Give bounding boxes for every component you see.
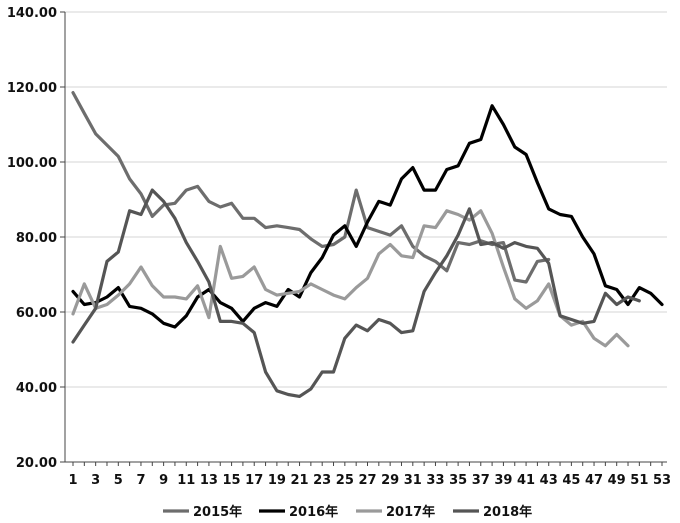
x-tick-label: 39 [494, 473, 512, 488]
axes [60, 11, 667, 466]
x-tick-label: 31 [404, 473, 422, 488]
y-tick-label: 60.00 [16, 306, 57, 321]
x-tick-label: 51 [630, 473, 648, 488]
legend-label: 2016年 [289, 504, 338, 520]
series-line-3 [71, 209, 630, 348]
x-axis-tick-labels: 1 3 5 7 9 11 13 15 17 19 21 23 25 27 29 31 33 35 37 39 41 43 4… [68, 473, 671, 488]
series-line-1 [71, 90, 551, 284]
x-tick-label: 35 [449, 473, 467, 488]
x-tick-label: 1 [68, 473, 77, 488]
x-tick-label: 41 [517, 473, 535, 488]
legend-item-2: 2016年 [259, 504, 338, 520]
x-tick-label: 23 [313, 473, 331, 488]
x-tick-label: 43 [540, 473, 558, 488]
y-tick-label: 120.00 [7, 81, 57, 96]
legend-label: 2017年 [386, 504, 435, 520]
gridlines [65, 11, 667, 388]
legend-item-3: 2017年 [356, 504, 435, 520]
x-tick-label: 53 [653, 473, 671, 488]
x-tick-label: 11 [177, 473, 195, 488]
x-tick-label: 5 [114, 473, 123, 488]
legend-item-1: 2015年 [163, 504, 242, 520]
series-lines [71, 90, 664, 398]
y-axis-tick-labels: 20.00 40.00 60.00 80.00 100.00 120.00 140.00 [7, 6, 57, 471]
x-tick-label: 17 [245, 473, 263, 488]
x-tick-label: 37 [472, 473, 490, 488]
legend-label: 2018年 [483, 504, 532, 520]
x-tick-label: 45 [562, 473, 580, 488]
y-tick-label: 20.00 [16, 456, 57, 471]
x-tick-label: 25 [336, 473, 354, 488]
y-tick-label: 80.00 [16, 231, 57, 246]
x-tick-label: 29 [381, 473, 399, 488]
x-tick-label: 15 [223, 473, 241, 488]
y-tick-label: 40.00 [16, 381, 57, 396]
x-tick-label: 13 [200, 473, 218, 488]
y-tick-label: 140.00 [7, 6, 57, 21]
y-tick-label: 100.00 [7, 156, 57, 171]
x-tick-label: 27 [358, 473, 376, 488]
x-tick-label: 9 [159, 473, 168, 488]
legend-label: 2015年 [193, 504, 242, 520]
x-tick-label: 3 [91, 473, 100, 488]
legend-item-4: 2018年 [453, 504, 532, 520]
x-tick-label: 47 [585, 473, 603, 488]
series-line-2 [71, 104, 664, 329]
x-tick-label: 19 [268, 473, 286, 488]
x-tick-label: 33 [426, 473, 444, 488]
x-tick-label: 49 [608, 473, 626, 488]
series-line-4 [71, 188, 641, 398]
legend: 2015年 2016年 2017年 2018年 [163, 504, 532, 520]
x-tick-label: 21 [290, 473, 308, 488]
x-tick-label: 7 [136, 473, 145, 488]
